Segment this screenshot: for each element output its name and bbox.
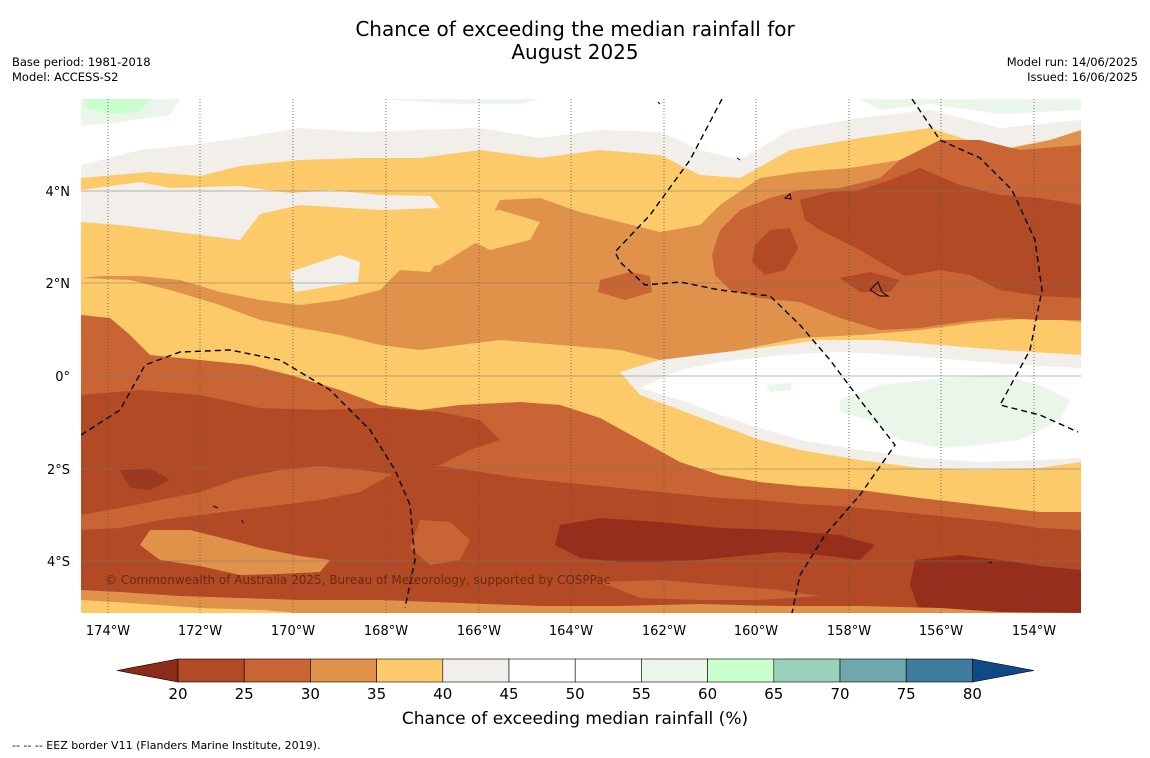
colorbar-swatch <box>376 658 444 683</box>
colorbar-tick-label: 40 <box>433 685 452 703</box>
colorbar-swatch <box>839 658 907 683</box>
copyright-text: © Commonwealth of Australia 2025, Bureau… <box>105 573 610 587</box>
colorbar-tick-label: 25 <box>235 685 254 703</box>
model-name-text: Model: ACCESS-S2 <box>12 70 119 84</box>
colorbar-swatch <box>773 658 841 683</box>
colorbar-under-arrow <box>116 658 179 683</box>
lon-tick-label: 164°W <box>549 624 593 639</box>
lat-tick-label: 0° <box>55 370 70 385</box>
colorbar-tick-label: 65 <box>764 685 783 703</box>
model-run-text: Model run: 14/06/2025 <box>1006 55 1138 69</box>
colorbar-tick-label: 55 <box>632 685 651 703</box>
colorbar: 20 25 30 35 40 45 50 55 60 65 70 75 80 <box>116 658 1035 703</box>
colorbar-swatch <box>310 658 377 683</box>
colorbar-tick-label: 60 <box>698 685 717 703</box>
colorbar-tick-label: 80 <box>963 685 982 703</box>
colorbar-swatch <box>574 658 642 683</box>
lat-tick-label: 4°S <box>47 555 70 570</box>
colorbar-label: Chance of exceeding median rainfall (%) <box>401 709 749 729</box>
colorbar-tick-label: 50 <box>566 685 585 703</box>
lon-tick-label: 154°W <box>1012 624 1056 639</box>
run-info: Model run: 14/06/2025 Issued: 16/06/2025 <box>1007 55 1138 85</box>
colorbar-swatch <box>508 658 576 683</box>
lat-tick-label: 2°N <box>46 277 71 292</box>
title-line-1: Chance of exceeding the median rainfall … <box>355 17 795 41</box>
eez-borders <box>81 99 1079 613</box>
colorbar-tick-label: 35 <box>367 685 386 703</box>
lon-tick-label: 170°W <box>271 624 315 639</box>
latitude-axis: 4°N 2°N 0° 2°S 4°S <box>46 185 71 570</box>
lon-tick-label: 158°W <box>827 624 871 639</box>
colorbar-swatches <box>116 658 1035 683</box>
colorbar-swatch <box>641 658 708 683</box>
colorbar-ticks: 20 25 30 35 40 45 50 55 60 65 70 75 80 <box>168 685 981 703</box>
colorbar-tick-label: 70 <box>830 685 849 703</box>
issued-text: Issued: 16/06/2025 <box>1027 70 1138 84</box>
colorbar-swatch <box>442 658 510 683</box>
longitude-axis: 174°W 172°W 170°W 168°W 166°W 164°W 162°… <box>86 624 1056 639</box>
colorbar-swatch <box>177 658 245 683</box>
lon-tick-label: 174°W <box>86 624 130 639</box>
colorbar-swatch <box>243 658 311 683</box>
lon-tick-label: 168°W <box>364 624 408 639</box>
colorbar-tick-label: 45 <box>499 685 518 703</box>
lat-tick-label: 2°S <box>47 463 70 478</box>
colorbar-tick-label: 20 <box>168 685 187 703</box>
lat-tick-label: 4°N <box>46 185 71 200</box>
eez-note: -- -- -- EEZ border V11 (Flanders Marine… <box>12 739 321 752</box>
lon-tick-label: 162°W <box>642 624 686 639</box>
model-info: Base period: 1981-2018 Model: ACCESS-S2 <box>12 55 151 85</box>
lon-tick-label: 166°W <box>457 624 501 639</box>
colorbar-tick-label: 75 <box>897 685 916 703</box>
islands <box>212 101 993 564</box>
map-title: Chance of exceeding the median rainfall … <box>0 18 1150 64</box>
colorbar-swatch <box>707 658 775 683</box>
colorbar-swatch <box>905 658 973 683</box>
lon-tick-label: 160°W <box>734 624 778 639</box>
colorbar-over-arrow <box>972 658 1035 683</box>
base-period-text: Base period: 1981-2018 <box>12 55 151 69</box>
colorbar-tick-label: 30 <box>301 685 320 703</box>
title-line-2: August 2025 <box>511 40 639 64</box>
rainfall-probability-field: © Commonwealth of Australia 2025, Bureau… <box>81 99 1081 613</box>
lon-tick-label: 156°W <box>919 624 963 639</box>
lon-tick-label: 172°W <box>178 624 222 639</box>
